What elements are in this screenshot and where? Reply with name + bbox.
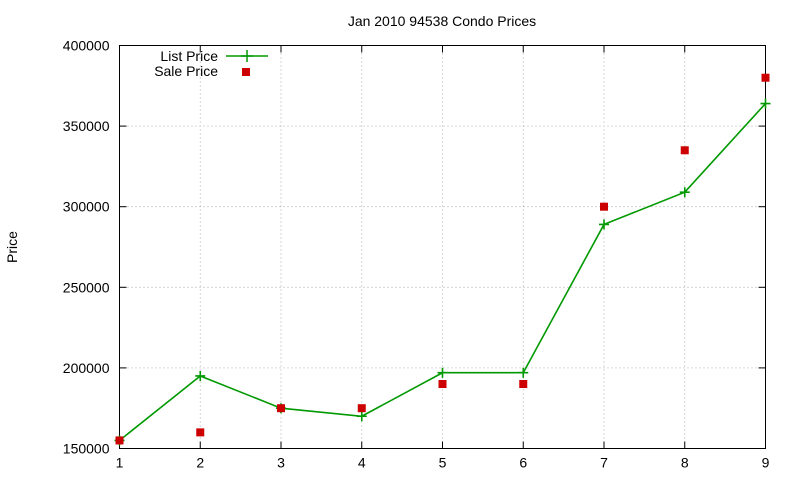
x-tick-label: 7: [600, 455, 608, 471]
list-price-point: [437, 367, 448, 378]
list-price-point: [518, 367, 529, 378]
y-axis-label: Price: [4, 231, 20, 263]
sale-price-point: [115, 436, 124, 445]
sale-price-point: [357, 404, 366, 413]
sale-price-point: [277, 404, 285, 413]
sale-price-point: [519, 380, 528, 389]
legend-marker-list-price: [241, 50, 253, 62]
sale-price-point: [761, 73, 770, 82]
grid: [119, 45, 766, 449]
x-tick-label: 8: [681, 455, 689, 471]
legend-label-list-price: List Price: [160, 48, 218, 64]
x-tick-label: 2: [196, 455, 204, 471]
chart-title: Jan 2010 94538 Condo Prices: [348, 13, 536, 29]
list-price-point: [760, 98, 771, 109]
series: [114, 73, 771, 446]
y-tick-label: 400000: [63, 38, 110, 54]
legend: List Price Sale Price: [154, 48, 268, 79]
list-price-point: [679, 187, 690, 198]
x-tick-label: 9: [762, 455, 770, 471]
x-tick-label: 3: [277, 455, 285, 471]
y-tick-label: 350000: [63, 118, 110, 134]
sale-price-point: [438, 380, 447, 389]
list-price-point: [599, 219, 609, 230]
y-tick-label: 250000: [63, 279, 110, 295]
list-price-point: [195, 370, 206, 381]
y-tick-label: 300000: [63, 199, 110, 215]
axis-ticks: 1 2 3 4 5 6 7 8 9 150000 200000 250000 300000 350000 4…: [63, 38, 770, 471]
legend-label-sale-price: Sale Price: [154, 63, 218, 79]
sale-price-point: [600, 202, 608, 211]
sale-price-point: [680, 146, 689, 155]
sale-price-point: [196, 428, 205, 437]
x-tick-label: 5: [439, 455, 447, 471]
y-tick-label: 150000: [63, 441, 110, 457]
y-tick-label: 200000: [63, 360, 110, 376]
x-tick-label: 6: [519, 455, 527, 471]
list-price-point: [356, 411, 367, 422]
legend-marker-sale-price: [242, 68, 250, 76]
x-tick-label: 4: [358, 455, 366, 471]
x-tick-label: 1: [116, 455, 124, 471]
